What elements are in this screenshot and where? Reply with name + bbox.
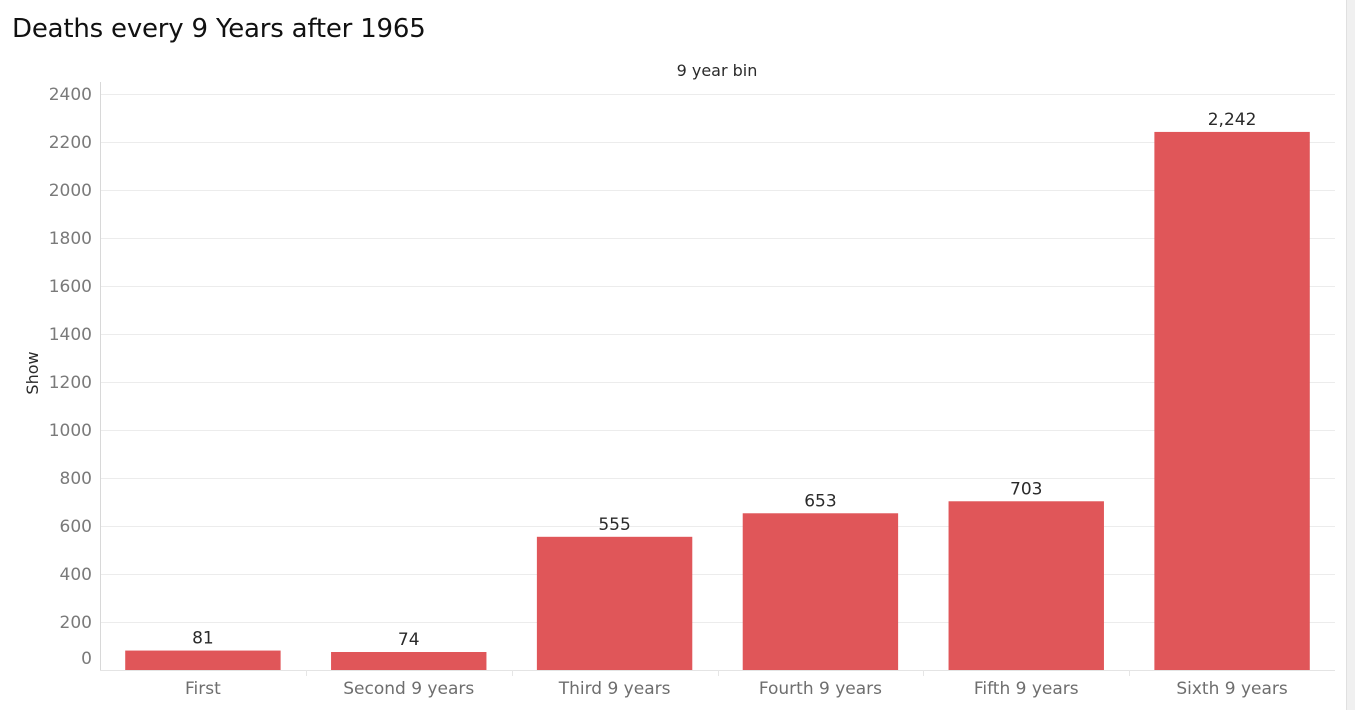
y-tick-label: 600 — [60, 517, 92, 537]
y-tick-label: 1000 — [49, 421, 92, 441]
y-tick-label: 0 — [81, 649, 92, 669]
bar-value-label: 555 — [598, 515, 630, 535]
bar-value-label: 81 — [192, 629, 214, 649]
gridlines — [100, 94, 1335, 623]
bar[interactable] — [331, 652, 487, 670]
axes — [100, 82, 1335, 676]
data-labels: 81 74 555 653 703 2,242 — [192, 110, 1256, 650]
y-tick-label: 2200 — [49, 133, 92, 153]
x-category-label: Fourth 9 years — [759, 679, 882, 699]
bar[interactable] — [125, 650, 281, 670]
y-tick-label: 1800 — [49, 229, 92, 249]
bar-value-label: 653 — [804, 491, 836, 511]
bar-value-label: 74 — [398, 630, 420, 650]
bar[interactable] — [742, 513, 899, 670]
x-category-label: Second 9 years — [343, 679, 474, 699]
bar[interactable] — [1154, 131, 1310, 671]
bar-value-label: 703 — [1010, 479, 1042, 499]
x-axis-categories: First Second 9 years Third 9 years Fourth 9… — [185, 679, 1288, 699]
y-tick-label: 2400 — [49, 85, 92, 105]
bar[interactable] — [536, 536, 693, 670]
x-category-label: Fifth 9 years — [974, 679, 1079, 699]
y-tick-label: 1600 — [49, 277, 92, 297]
vertical-scrollbar[interactable] — [1346, 0, 1355, 710]
bar[interactable] — [948, 501, 1104, 670]
y-tick-label: 800 — [60, 469, 92, 489]
bars — [125, 131, 1310, 671]
x-category-label: Sixth 9 years — [1176, 679, 1288, 699]
chart-title: Deaths every 9 Years after 1965 — [12, 14, 426, 44]
bar-value-label: 2,242 — [1208, 110, 1257, 130]
y-tick-label: 400 — [60, 565, 92, 585]
column-header-label: 9 year bin — [677, 61, 758, 80]
y-axis-title: Show — [23, 351, 42, 394]
x-category-label: Third 9 years — [558, 679, 671, 699]
y-tick-label: 200 — [60, 613, 92, 633]
x-category-label: First — [185, 679, 221, 699]
y-axis-ticks: 0 200 400 600 800 1000 1200 1400 1600 1800 2000 220… — [49, 85, 92, 669]
y-tick-label: 2000 — [49, 181, 92, 201]
y-tick-label: 1200 — [49, 373, 92, 393]
y-tick-label: 1400 — [49, 325, 92, 345]
